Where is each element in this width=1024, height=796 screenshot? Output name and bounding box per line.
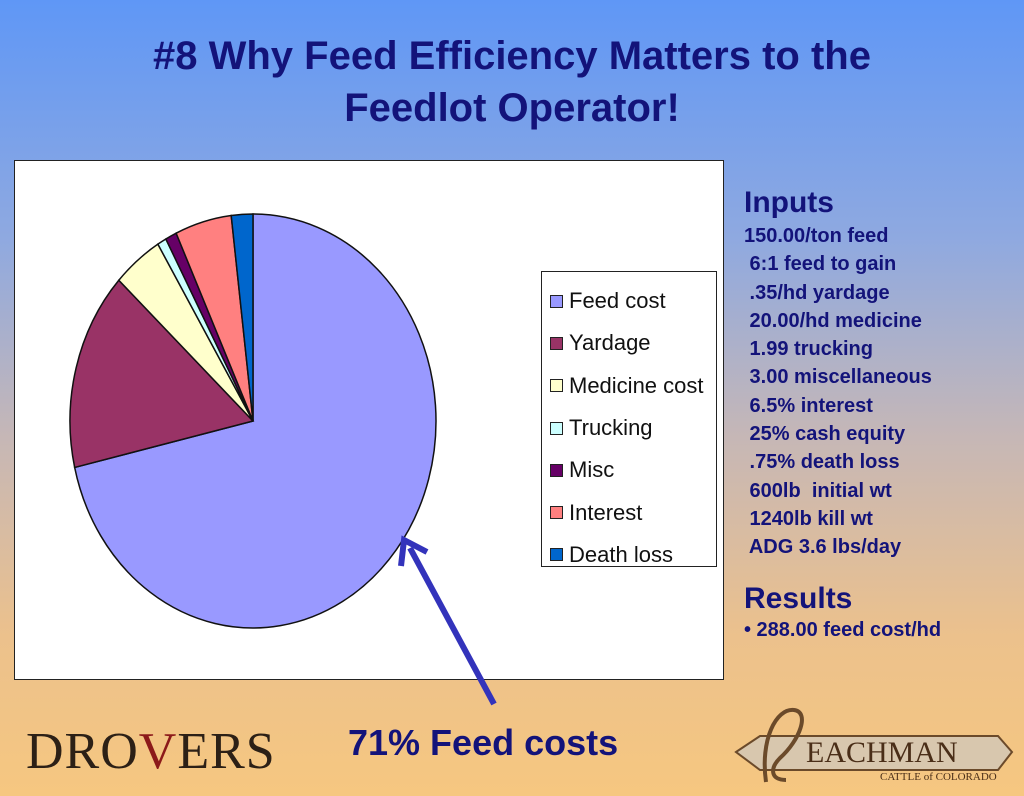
legend-label: Medicine cost	[569, 372, 704, 398]
inputs-panel: Inputs 150.00/ton feed 6:1 feed to gain …	[744, 186, 932, 562]
input-item: 6.5% interest	[744, 394, 873, 417]
pie-slice-yardage	[69, 279, 255, 469]
input-item: 3.00 miscellaneous	[744, 366, 932, 389]
legend-item: Yardage	[550, 322, 716, 364]
legend-item: Medicine cost	[550, 365, 716, 407]
legend-item: Misc	[550, 449, 716, 491]
legend-label: Interest	[569, 499, 643, 525]
legend-swatch	[550, 421, 563, 435]
input-item: 600lb initial wt	[744, 479, 892, 502]
leachman-logo: EACHMAN CATTLE of COLORADO	[734, 707, 1014, 783]
pie-slice-feed-cost	[73, 213, 437, 629]
legend-swatch	[550, 379, 563, 393]
slide-title: #8 Why Feed Efficiency Matters to the Fe…	[0, 30, 1024, 134]
results-heading: Results	[744, 582, 853, 615]
input-item: 6:1 feed to gain	[744, 253, 897, 276]
legend-swatch	[550, 294, 563, 308]
drovers-logo: DROVERS	[26, 723, 276, 780]
input-item: .75% death loss	[744, 451, 900, 474]
input-item: ADG 3.6 lbs/day	[744, 536, 902, 559]
svg-text:CATTLE of COLORADO: CATTLE of COLORADO	[880, 771, 997, 783]
legend-swatch	[550, 463, 563, 477]
input-item: 25% cash equity	[744, 423, 906, 446]
legend-swatch	[550, 506, 563, 520]
chart-legend: Feed cost Yardage Medicine cost Trucking Mis…	[541, 271, 717, 567]
input-item: .35/hd yardage	[744, 281, 890, 304]
pie-slice-death-loss	[230, 213, 254, 422]
input-item: 1.99 trucking	[744, 338, 873, 361]
results-line: • 288.00 feed cost/hd	[744, 619, 942, 641]
input-item: 20.00/hd medicine	[744, 309, 922, 332]
svg-text:EACHMAN: EACHMAN	[806, 736, 958, 769]
legend-swatch	[550, 548, 563, 562]
legend-item: Death loss	[550, 534, 716, 576]
slide-title-line-1: #8 Why Feed Efficiency Matters to the	[153, 34, 871, 78]
legend-item: Feed cost	[550, 280, 716, 322]
legend-label: Death loss	[569, 541, 673, 567]
legend-label: Trucking	[569, 415, 653, 441]
input-item: 1240lb kill wt	[744, 507, 873, 530]
slide-title-line-2: Feedlot Operator!	[344, 86, 680, 130]
feed-cost-callout: 71% Feed costs	[348, 722, 619, 763]
pie-chart	[69, 213, 437, 629]
inputs-list: 150.00/ton feed 6:1 feed to gain .35/hd …	[744, 222, 932, 562]
legend-item: Trucking	[550, 407, 716, 449]
pie-chart-area: Feed cost Yardage Medicine cost Trucking Mis…	[14, 160, 724, 680]
input-item: 150.00/ton feed	[744, 225, 889, 247]
inputs-heading: Inputs	[744, 186, 834, 219]
results-panel: Results • 288.00 feed cost/hd	[744, 582, 941, 644]
legend-item: Interest	[550, 491, 716, 533]
legend-label: Yardage	[569, 330, 651, 356]
legend-label: Feed cost	[569, 288, 666, 314]
legend-label: Misc	[569, 457, 615, 483]
legend-swatch	[550, 336, 563, 350]
